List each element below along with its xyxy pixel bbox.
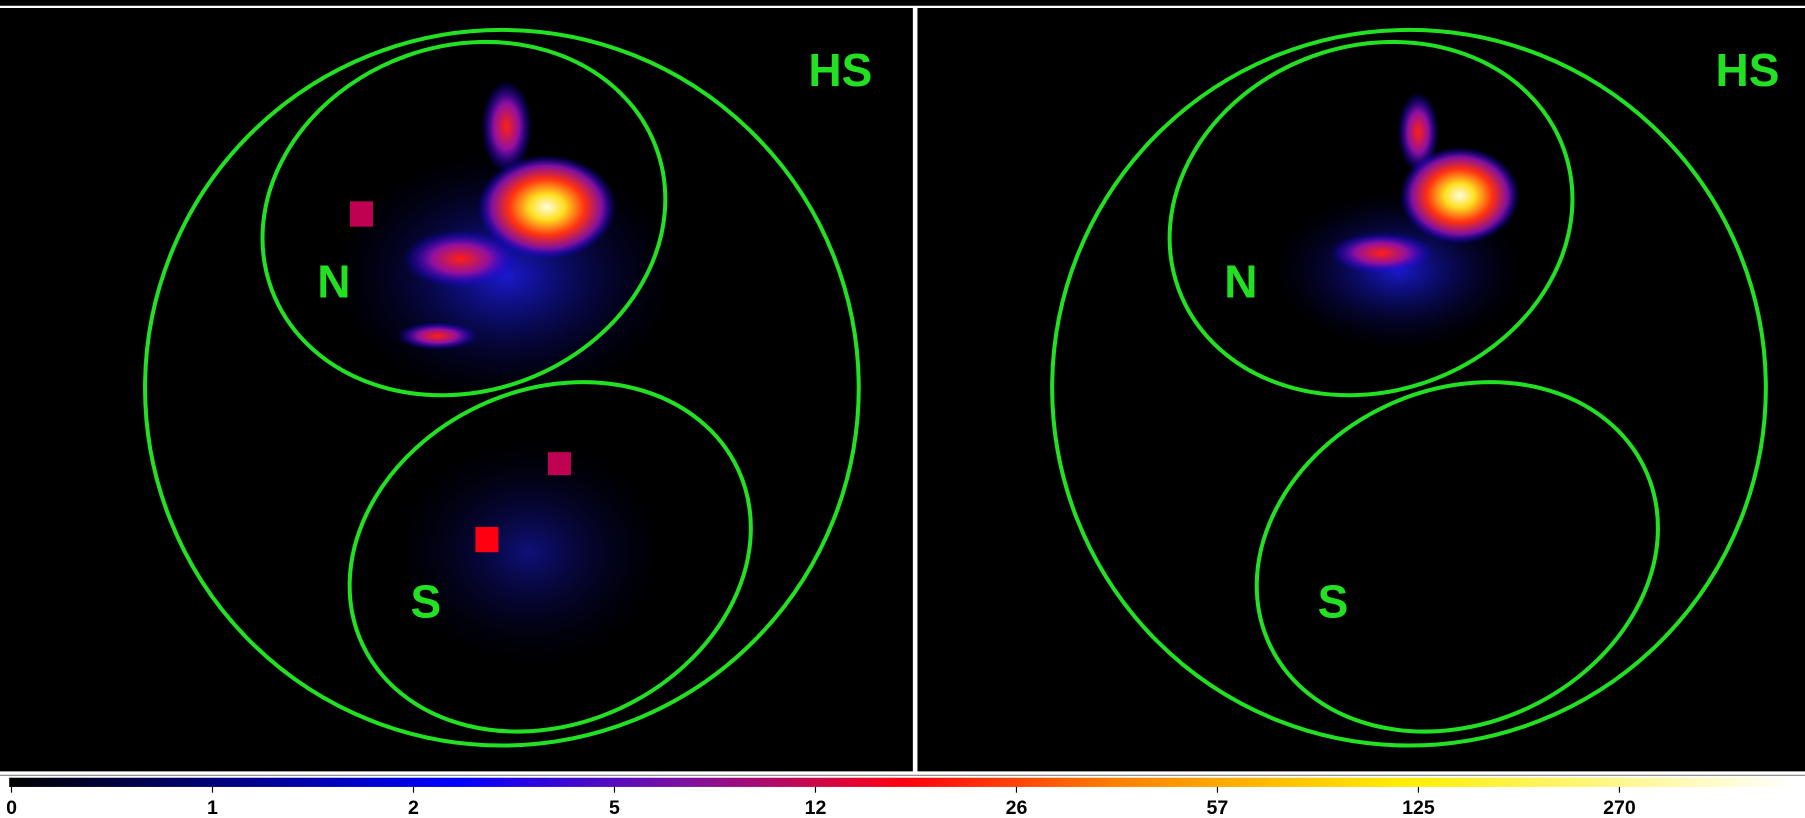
region-label: N xyxy=(1224,255,1257,307)
background xyxy=(0,0,1805,818)
colorbar-tick-label: 57 xyxy=(1207,797,1229,818)
region-label: S xyxy=(411,575,442,627)
region-label: HS xyxy=(1715,44,1779,96)
colorbar-tick-label: 1 xyxy=(207,797,218,818)
region-label: S xyxy=(1318,575,1349,627)
region-label: HS xyxy=(808,44,872,96)
colorbar-tick-label: 125 xyxy=(1402,797,1435,818)
colorbar-tick-label: 26 xyxy=(1006,797,1028,818)
colorbar-tick-label: 270 xyxy=(1603,797,1636,818)
colorbar-tick-label: 2 xyxy=(408,797,419,818)
colorbar-tick-label: 5 xyxy=(609,797,620,818)
figure: N S HS N S HS 0125122657125270 xyxy=(0,0,1805,818)
region-label: N xyxy=(317,255,350,307)
page: N S HS N S HS 0125122657125270 (() => { … xyxy=(0,0,1805,818)
colorbar xyxy=(9,778,1796,787)
colorbar-tick-label: 12 xyxy=(805,797,827,818)
colorbar-tick-label: 0 xyxy=(6,797,17,818)
